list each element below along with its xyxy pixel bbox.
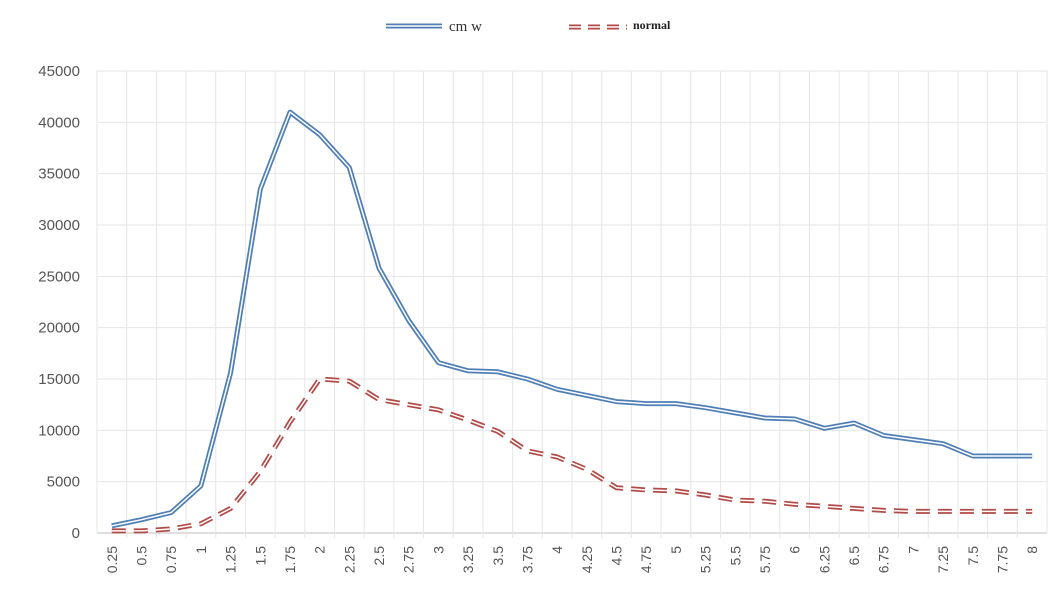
y-axis-ticks: 0 5000 10000 15000 20000 25000 30000 35000 40000…	[38, 63, 80, 542]
x-tick-label: 4	[549, 546, 565, 554]
x-tick-label: 3.5	[490, 546, 506, 566]
x-tick-label: 7	[905, 546, 921, 554]
legend-item-series-2: normal	[569, 18, 671, 32]
y-tick-label: 0	[72, 525, 80, 542]
y-tick-label: 5000	[47, 474, 80, 491]
y-tick-label: 30000	[38, 217, 80, 234]
x-tick-label: 3.75	[519, 546, 535, 573]
y-tick-label: 35000	[38, 166, 80, 183]
x-tick-label: 7.75	[994, 546, 1010, 573]
legend-item-series-1: cm w	[386, 19, 482, 35]
x-tick-label: 5.5	[727, 546, 743, 566]
series-line-inner	[111, 378, 1033, 532]
y-tick-label: 20000	[38, 320, 80, 337]
x-tick-label: 5.25	[698, 546, 714, 573]
x-tick-label: 5.75	[757, 546, 773, 573]
x-tick-label: 6.75	[876, 546, 892, 573]
x-tick-label: 1	[193, 546, 209, 554]
x-tick-label: 2.75	[401, 546, 417, 573]
x-tick-label: 6.5	[846, 546, 862, 566]
x-tick-label: 3.25	[460, 546, 476, 573]
series-lines	[111, 109, 1033, 534]
y-tick-label: 45000	[38, 63, 80, 80]
legend-label-series-1: cm w	[449, 19, 482, 35]
legend-label-series-2: normal	[633, 18, 671, 32]
y-tick-label: 10000	[38, 422, 80, 439]
x-tick-label: 0.25	[104, 546, 120, 573]
legend: cm w normal	[386, 18, 671, 35]
x-tick-label: 7.25	[935, 546, 951, 573]
y-tick-label: 40000	[38, 114, 80, 131]
gridlines	[96, 70, 1048, 538]
series-2	[111, 376, 1033, 534]
x-tick-label: 7.5	[965, 546, 981, 566]
x-tick-label: 0.75	[163, 546, 179, 573]
x-tick-label: 1.75	[282, 546, 298, 573]
x-tick-label: 8	[1024, 546, 1040, 554]
x-tick-label: 4.25	[579, 546, 595, 573]
x-tick-label: 3	[430, 546, 446, 554]
x-axis-ticks: 0.25 0.5 0.75 1 1.25 1.5 1.75 2 2.25 2.5 2.75 3 3.25…	[104, 546, 1040, 573]
x-tick-label: 1.5	[252, 546, 268, 566]
x-tick-label: 4.5	[609, 546, 625, 566]
x-tick-label: 1.25	[223, 546, 239, 573]
x-tick-label: 2	[312, 546, 328, 554]
x-tick-label: 2.25	[341, 546, 357, 573]
x-tick-label: 5	[668, 546, 684, 554]
x-tick-label: 0.5	[134, 546, 150, 566]
series-1	[111, 109, 1033, 529]
x-tick-label: 4.75	[638, 546, 654, 573]
x-tick-label: 6.25	[816, 546, 832, 573]
series-line-inner	[111, 111, 1033, 527]
y-tick-label: 25000	[38, 268, 80, 285]
x-tick-label: 2.5	[371, 546, 387, 566]
x-tick-label: 6	[787, 546, 803, 554]
y-tick-label: 15000	[38, 371, 80, 388]
